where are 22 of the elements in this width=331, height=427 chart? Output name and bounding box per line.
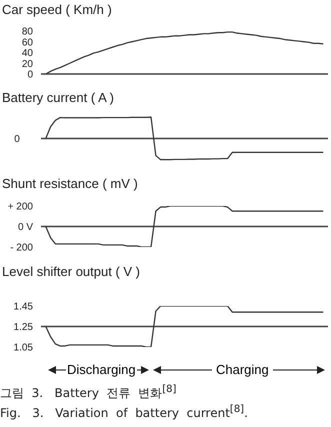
caption: 그림 3. Battery 전류 변화$^{[8]}$ <box>0 384 176 402</box>
chart-title: Shunt resistance ( mV ) <box>2 176 138 191</box>
y-tick-label: 80 <box>22 26 34 38</box>
chart-title: Car speed ( Km/h ) <box>2 2 112 17</box>
line-series <box>45 206 324 247</box>
y-tick-label: 1.45 <box>14 302 34 313</box>
caption: Fig. 3. Variation of battery current$^{[8]}$. <box>0 404 248 420</box>
y-tick-label: 1.25 <box>14 322 34 334</box>
y-tick-label: 20 <box>22 58 34 70</box>
y-tick-label: 1.05 <box>14 342 34 354</box>
y-tick-label: 40 <box>22 48 34 60</box>
text: Charging <box>212 362 273 378</box>
chart-title: Battery current ( A ) <box>2 90 114 105</box>
line-series <box>45 31 324 74</box>
y-tick-label: - 200 <box>10 242 34 254</box>
y-tick-label: 0 <box>27 70 34 81</box>
chart-title: Level shifter output ( V ) <box>2 264 140 279</box>
y-tick-label: 60 <box>22 37 34 48</box>
text: Discharging <box>66 362 137 378</box>
y-tick-label: 0 V <box>18 222 34 234</box>
y-tick-label: + 200 <box>8 202 34 213</box>
line-series <box>45 306 324 347</box>
